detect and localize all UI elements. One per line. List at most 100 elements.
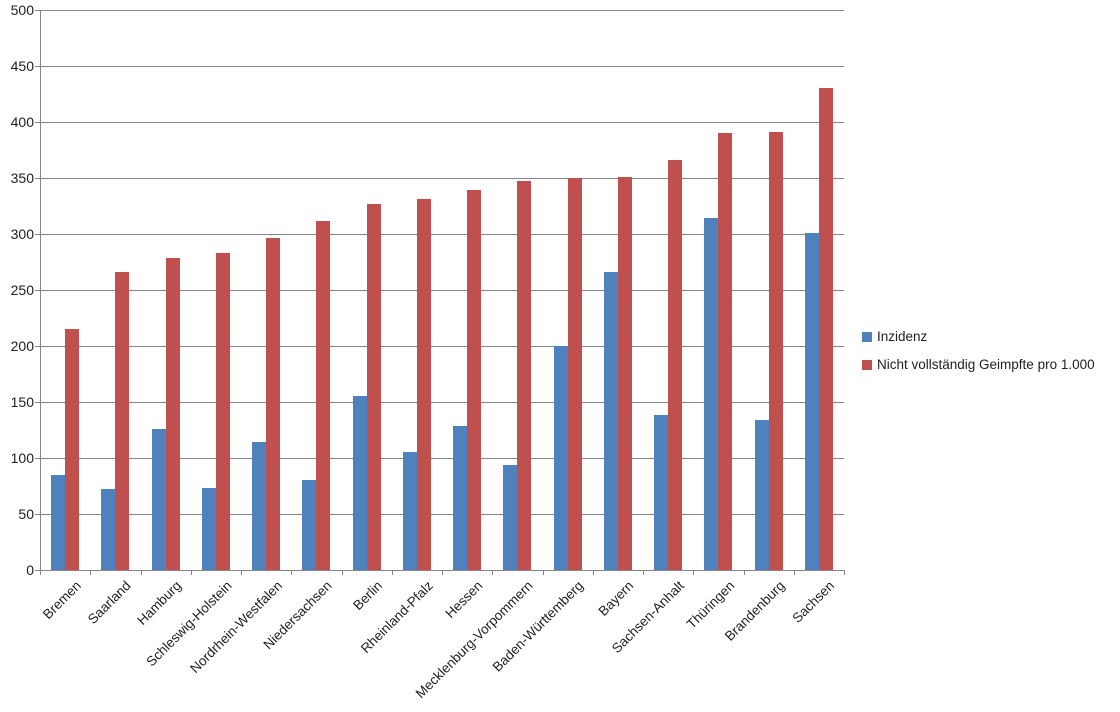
bar (215, 253, 230, 570)
x-axis-category-label-text: Sachsen (789, 578, 838, 626)
bar (754, 419, 769, 570)
legend-swatch-icon (862, 360, 872, 370)
bar (402, 452, 417, 570)
x-axis-tick (793, 570, 795, 575)
x-axis-tick (693, 570, 695, 575)
y-axis-tick-label: 0 (26, 562, 34, 578)
legend-swatch-icon (862, 332, 872, 342)
bar (101, 489, 116, 570)
y-axis-line (40, 10, 41, 570)
x-axis-category-label-text: Nordrhein-Westfalen (186, 578, 285, 676)
y-axis-tick (35, 10, 40, 11)
gridline (40, 66, 844, 67)
bar (818, 88, 833, 570)
y-axis-tick-label: 100 (10, 450, 34, 466)
x-axis-tick (542, 570, 544, 575)
gridline (40, 10, 844, 11)
x-axis-category-label-text: Schleswig-Holstein (143, 578, 235, 670)
y-axis-tick (35, 458, 40, 459)
x-axis-tick (190, 570, 192, 575)
gridline (40, 178, 844, 179)
bar (65, 329, 80, 570)
y-axis-tick (35, 234, 40, 235)
bar (51, 474, 66, 570)
x-axis-tick (140, 570, 142, 575)
gridline (40, 402, 844, 403)
y-axis-tick-label: 50 (18, 506, 34, 522)
bar (151, 428, 166, 570)
bar (603, 272, 618, 570)
x-axis-tick (592, 570, 594, 575)
x-axis-category-label-text: Thüringen (683, 578, 737, 632)
y-axis-tick-label: 450 (10, 58, 34, 74)
gridline (40, 234, 844, 235)
bar (668, 160, 683, 570)
legend: Inzidenz Nicht vollständig Geimpfte pro 1… (862, 329, 1095, 385)
bar (553, 346, 568, 570)
y-axis-tick-label: 350 (10, 170, 34, 186)
plot-area (40, 10, 844, 571)
gridline (40, 290, 844, 291)
bar (453, 425, 468, 570)
x-axis-category-label-text: Bremen (39, 578, 84, 623)
y-axis-tick-label: 250 (10, 282, 34, 298)
x-axis-tick (90, 570, 92, 575)
x-axis-category-label-text: Bayern (595, 578, 637, 619)
bar (768, 132, 783, 570)
x-axis-category-label-text: Saarland (85, 578, 134, 627)
x-axis-tick (391, 570, 393, 575)
x-axis-tick (743, 570, 745, 575)
y-axis-tick (35, 346, 40, 347)
legend-item: Inzidenz (862, 329, 1095, 345)
y-axis-tick-label: 150 (10, 394, 34, 410)
bar (704, 218, 719, 570)
bar (352, 396, 367, 570)
y-axis-tick-label: 300 (10, 226, 34, 242)
bar (654, 415, 669, 570)
bar (804, 232, 819, 570)
gridline (40, 346, 844, 347)
bar (366, 203, 381, 570)
bar (718, 133, 733, 570)
x-axis-tick (492, 570, 494, 575)
bar (617, 176, 632, 570)
x-axis-tick (341, 570, 343, 575)
y-axis-tick-label: 400 (10, 114, 34, 130)
y-axis-tick (35, 514, 40, 515)
x-axis-tick (291, 570, 293, 575)
x-axis-category-label-text: Hessen (442, 578, 486, 621)
bar (115, 272, 130, 570)
gridline (40, 458, 844, 459)
y-axis-tick-label: 200 (10, 338, 34, 354)
bar (302, 480, 317, 570)
legend-item: Nicht vollständig Geimpfte pro 1.000 (862, 357, 1095, 373)
x-axis-tick (241, 570, 242, 575)
gridline (40, 514, 844, 515)
bar (252, 442, 267, 570)
bar (266, 238, 281, 570)
bar (567, 178, 582, 570)
bar (467, 190, 482, 570)
y-axis-tick (35, 122, 40, 123)
y-axis-tick (35, 290, 40, 291)
y-axis-tick-label: 500 (10, 2, 34, 18)
x-axis-category-label-text: Berlin (350, 578, 386, 614)
bar (503, 464, 518, 570)
x-axis-category-label-text: Baden-Württemberg (489, 578, 587, 675)
y-axis-tick (35, 66, 40, 67)
y-axis-tick (35, 402, 40, 403)
legend-label: Nicht vollständig Geimpfte pro 1.000 (877, 357, 1095, 372)
x-axis-tick (643, 570, 644, 575)
gridline (40, 122, 844, 123)
bar (517, 181, 532, 570)
x-axis-tick (844, 570, 845, 575)
bar (201, 488, 216, 570)
y-axis-tick (35, 570, 40, 571)
legend-label: Inzidenz (877, 329, 928, 344)
y-axis-tick (35, 178, 40, 179)
bar (165, 257, 180, 570)
x-axis-tick (40, 570, 41, 575)
x-axis-tick (442, 570, 443, 575)
bar (316, 220, 331, 570)
